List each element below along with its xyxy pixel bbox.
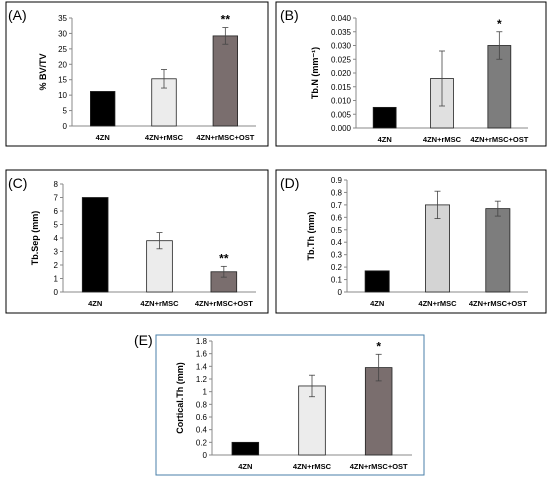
y-tick-label: 0.1	[331, 276, 343, 285]
y-tick-label: 0	[54, 288, 59, 297]
y-tick-label: 0.010	[331, 97, 352, 106]
y-tick-label: 5	[63, 107, 68, 116]
chart-panel-1: (B) 0.000 0.005 0.010 0.015 0.020 0.025 0.030 0.…	[275, 1, 547, 147]
y-tick-label: 0.015	[331, 83, 352, 92]
y-tick-label: 3	[54, 248, 59, 257]
bar-1	[425, 204, 450, 293]
y-tick-label: 0	[63, 122, 68, 131]
y-tick-label: 0.3	[331, 251, 343, 260]
chart-panel-4: (E) 0 0.2 0.4 0.6 0.8 1 1.2 1.4 1.6 1.8 Cortical.Th…	[134, 332, 425, 476]
y-tick-label: 0.005	[331, 110, 352, 119]
y-tick-label: 0.2	[331, 263, 343, 272]
y-tick-label: 0.020	[331, 69, 352, 78]
y-tick-label: 35	[58, 14, 67, 23]
category-label: 4ZN+rMSC	[293, 462, 332, 471]
y-tick-label: 1.4	[196, 362, 208, 371]
y-axis-label: Tb.Th (mm)	[306, 212, 316, 261]
y-tick-label: 1.6	[196, 350, 208, 359]
bar-2	[364, 367, 393, 456]
y-tick-label: 7	[54, 194, 59, 203]
category-label: 4ZN+rMSC+OST	[350, 462, 408, 471]
category-label: 4ZN+rMSC+OST	[196, 133, 254, 142]
y-tick-label: 0.8	[196, 400, 208, 409]
category-label: 4ZN+rMSC+OST	[195, 299, 253, 308]
category-label: 4ZN+rMSC+OST	[469, 299, 527, 308]
y-tick-label: 25	[58, 45, 67, 54]
chart-panel-2: (C) 0 1 2 3 4 5 6 7 8 Tb.Sep (mm) 4ZN 4ZN+rMSC ** 4ZN+…	[5, 169, 269, 314]
y-tick-label: 2	[54, 261, 59, 270]
y-tick-label: 0.040	[331, 14, 352, 23]
y-tick-label: 6	[54, 207, 59, 216]
y-tick-label: 0.7	[331, 201, 343, 210]
y-axis-label: Tb.N (mm⁻¹)	[310, 47, 320, 99]
y-tick-label: 0.8	[331, 188, 343, 197]
chart-panel-0: (A) 0 5 10 15 20 25 30 35 % BV/TV 4ZN 4ZN+rMSC ** 4ZN…	[5, 1, 269, 147]
y-tick-label: 10	[58, 91, 67, 100]
y-tick-label: 15	[58, 76, 67, 85]
y-tick-label: 0	[203, 451, 208, 460]
y-tick-label: 0.2	[196, 438, 208, 447]
y-axis-label: Tb.Sep (mm)	[30, 211, 40, 266]
category-label: 4ZN	[96, 133, 110, 142]
significance-marker: *	[376, 339, 381, 353]
y-tick-label: 0.025	[331, 55, 352, 64]
bar-0	[90, 91, 116, 127]
y-tick-label: 1	[54, 275, 59, 284]
y-tick-label: 1.2	[196, 375, 208, 384]
category-label: 4ZN+rMSC	[423, 135, 462, 144]
panel-label: (D)	[280, 175, 299, 191]
bar-2	[212, 35, 238, 127]
y-tick-label: 4	[54, 234, 59, 243]
y-tick-label: 20	[58, 60, 67, 69]
category-label: 4ZN	[370, 299, 384, 308]
significance-marker: **	[219, 251, 229, 265]
y-tick-label: 1	[203, 388, 208, 397]
y-tick-label: 5	[54, 221, 59, 230]
y-tick-label: 0.035	[331, 28, 352, 37]
bar-0	[372, 106, 397, 129]
bar-0	[81, 197, 109, 293]
significance-marker: **	[221, 13, 231, 27]
bar-2	[485, 208, 511, 293]
category-label: 4ZN+rMSC	[140, 299, 179, 308]
y-tick-label: 0.000	[331, 124, 352, 133]
bar-0	[231, 441, 260, 456]
bar-0	[364, 270, 390, 293]
category-label: 4ZN	[378, 135, 392, 144]
y-tick-label: 0.6	[196, 413, 208, 422]
bar-1	[298, 385, 326, 456]
category-label: 4ZN	[238, 462, 252, 471]
y-axis-label: Cortical.Th (mm)	[175, 362, 185, 434]
y-tick-label: 8	[54, 180, 59, 189]
y-tick-label: 0	[338, 288, 343, 297]
category-label: 4ZN+rMSC	[418, 299, 457, 308]
category-label: 4ZN+rMSC	[145, 133, 184, 142]
y-tick-label: 30	[58, 29, 67, 38]
chart-panel-3: (D) 0 0.1 0.2 0.3 0.4 0.5 0.6 0.7 0.8 0.9 Tb.Th (mm…	[275, 169, 547, 314]
y-tick-label: 0.9	[331, 176, 343, 185]
panel-label: (C)	[8, 175, 27, 191]
y-tick-label: 0.4	[331, 238, 343, 247]
panel-label: (B)	[280, 7, 299, 23]
category-label: 4ZN	[88, 299, 102, 308]
significance-marker: *	[497, 17, 502, 31]
y-tick-label: 0.4	[196, 426, 208, 435]
y-tick-label: 0.030	[331, 42, 352, 51]
category-label: 4ZN+rMSC+OST	[470, 135, 528, 144]
y-tick-label: 0.5	[331, 226, 343, 235]
y-tick-label: 1.8	[196, 337, 208, 346]
y-axis-label: % BV/TV	[38, 53, 48, 90]
panel-label: (E)	[134, 332, 153, 348]
y-tick-label: 0.6	[331, 213, 343, 222]
panel-label: (A)	[8, 7, 27, 23]
